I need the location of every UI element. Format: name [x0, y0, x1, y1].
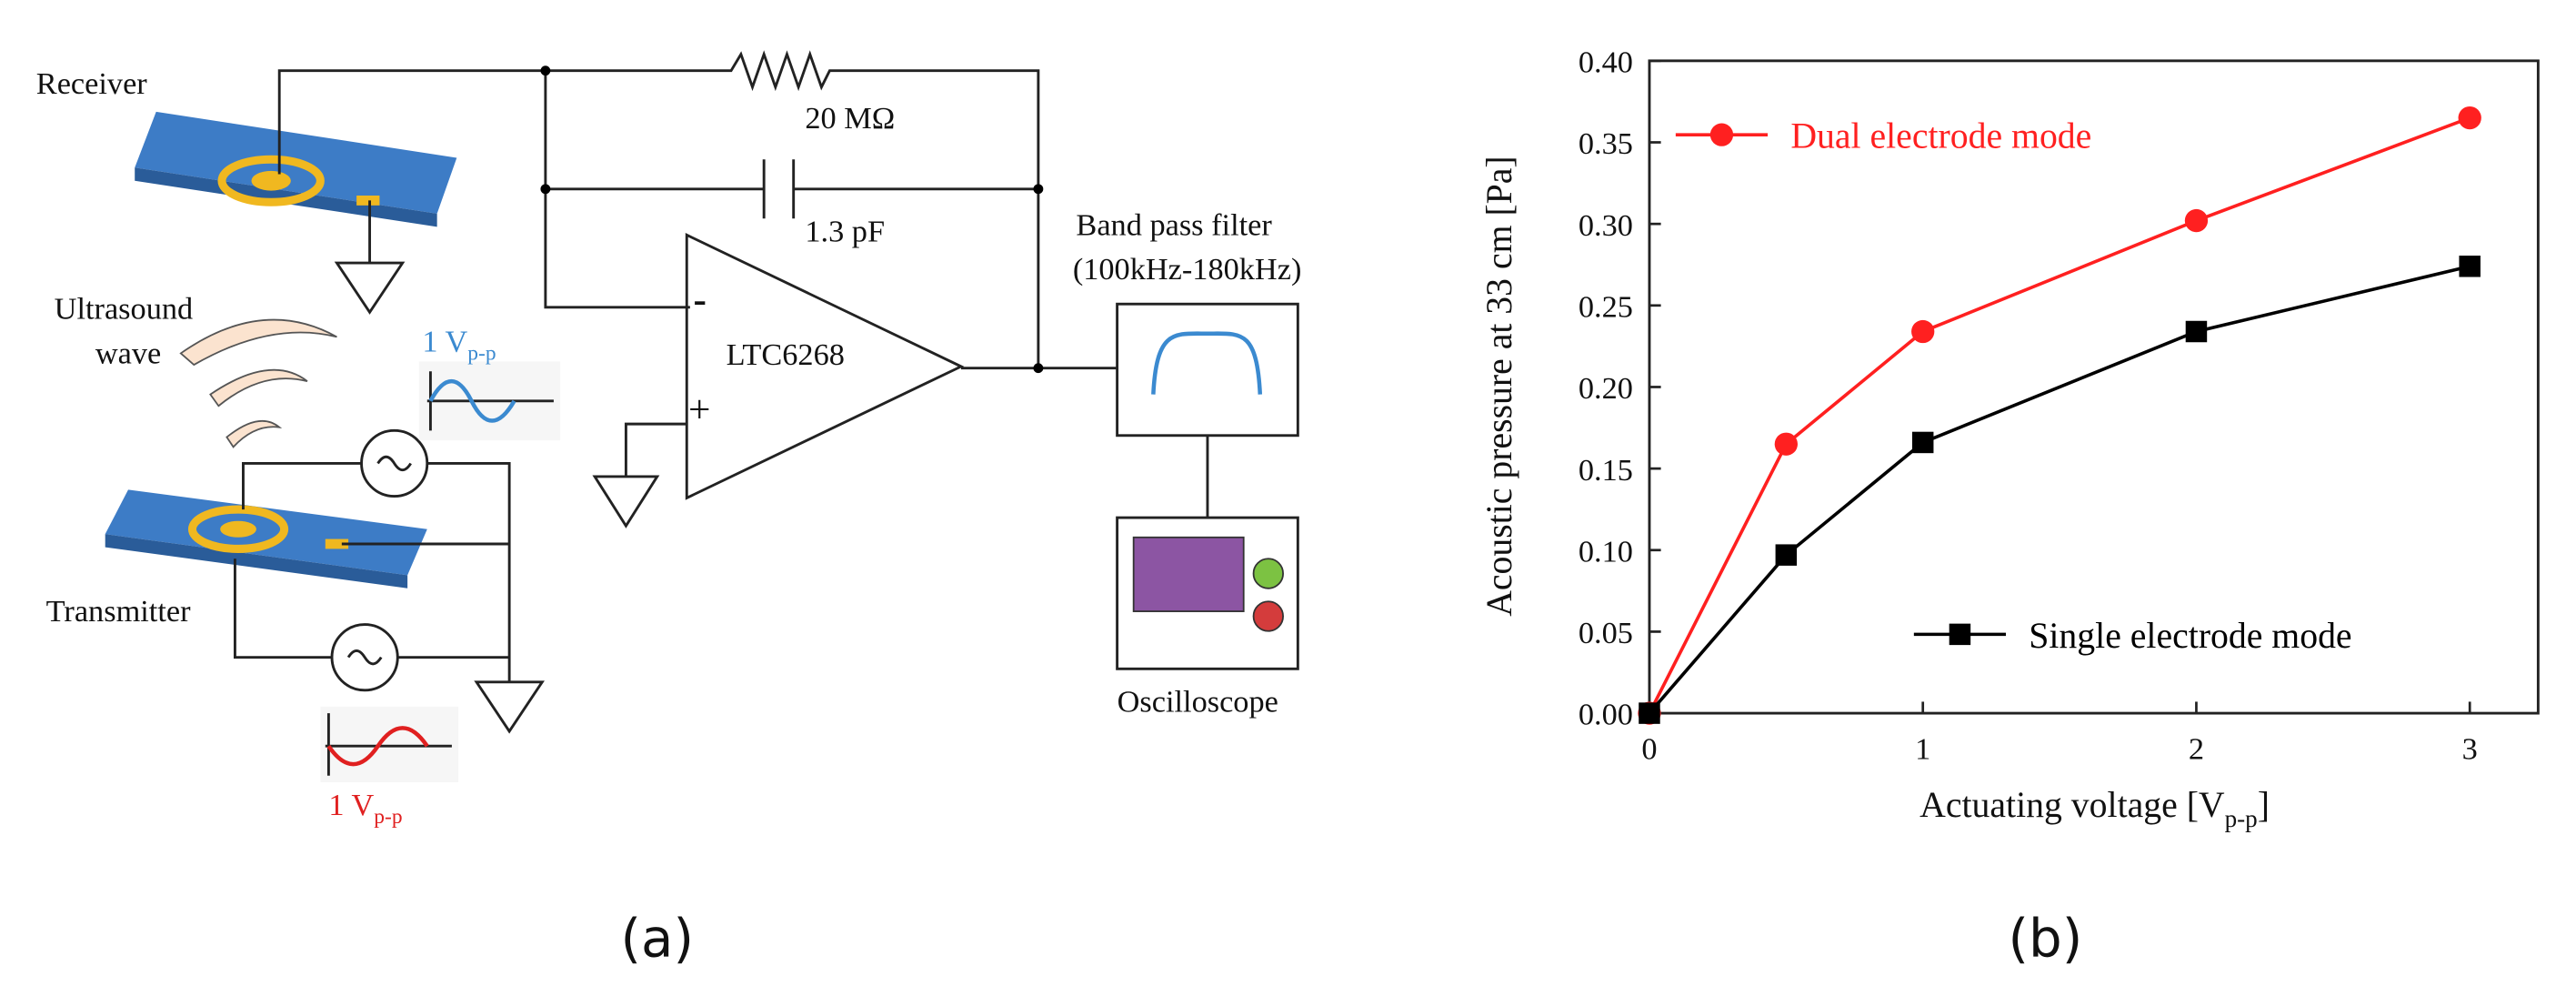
wire: [544, 70, 1038, 309]
signal-axes: [325, 713, 452, 776]
ac-symbol: [376, 455, 412, 472]
label: 1.3 pF: [805, 215, 885, 249]
x-label-end: ]: [2258, 785, 2270, 825]
marker: [1949, 623, 1971, 646]
label-main: 1 V: [422, 325, 467, 359]
x-tick-label: 3: [2462, 732, 2478, 767]
x-axis-label: Actuating voltage [Vp-p]: [1919, 785, 2270, 832]
label: LTC6268: [727, 337, 845, 372]
wave-arc: [179, 318, 337, 367]
legend-label: Single electrode mode: [2029, 616, 2351, 656]
label: wave: [95, 336, 161, 370]
label-sub: p-p: [467, 342, 496, 366]
y-tick-label: 0.25: [1579, 289, 1633, 324]
signal: [326, 726, 429, 767]
electrode: [356, 195, 380, 206]
y-tick-label: 0.20: [1579, 371, 1633, 406]
signal-box: [320, 706, 459, 782]
transmitter-chip: [105, 489, 427, 576]
ac-symbol: [346, 649, 383, 666]
node: [1033, 363, 1044, 374]
filter-curve: [1151, 331, 1263, 395]
op-amp: [685, 233, 965, 500]
x-tick-label: 2: [2189, 732, 2204, 767]
marker: [1911, 431, 1934, 454]
marker: [2458, 106, 2481, 130]
chart: (b) Actuating voltage [Vp-p] Acoustic pr…: [1479, 45, 2540, 969]
y-tick-label: 0.15: [1579, 453, 1633, 488]
oscilloscope-box: [1116, 516, 1299, 670]
ground: [334, 200, 406, 315]
label: Oscilloscope: [1118, 684, 1278, 719]
caption: (a): [620, 907, 694, 969]
x-label-main: Actuating voltage [V: [1919, 785, 2225, 825]
knob: [1252, 600, 1284, 632]
ac-source: [330, 623, 399, 692]
marker: [1911, 319, 1935, 344]
x-tick-label: 0: [1641, 732, 1657, 767]
wire: [233, 462, 545, 734]
marker: [1709, 123, 1734, 146]
node: [540, 65, 551, 76]
y-tick-label: 0.30: [1579, 208, 1633, 243]
marker: [1639, 702, 1660, 724]
marker: [2459, 256, 2481, 277]
wave-arc: [226, 420, 283, 448]
label: Receiver: [36, 66, 147, 101]
wire: [277, 50, 1040, 370]
circuit-diagram: Receiver 20 MΩ 1.3 pF Band pass filter (…: [36, 50, 1302, 969]
electrode: [220, 520, 256, 538]
label-sub: p-p: [374, 805, 402, 829]
label: 20 MΩ: [805, 101, 895, 136]
y-axis-label: Acoustic pressure at 33 cm [Pa]: [1479, 156, 1519, 616]
y-tick-label: 0.40: [1579, 45, 1633, 79]
marker: [2184, 208, 2209, 233]
wave-arc: [209, 368, 308, 407]
ac-source: [360, 428, 429, 498]
marker: [1775, 544, 1798, 566]
label: Ultrasound: [55, 291, 193, 326]
chip-edge: [105, 534, 408, 589]
node: [1033, 184, 1044, 195]
wire: [592, 367, 1118, 528]
label: Band pass filter: [1076, 207, 1272, 242]
y-tick-label: 0.10: [1579, 534, 1633, 568]
marker: [1774, 432, 1798, 456]
y-tick-label: 0.35: [1579, 126, 1633, 161]
y-tick-label: 0.00: [1579, 698, 1633, 732]
electrode: [251, 170, 291, 191]
label: 1 Vp-p: [422, 325, 496, 366]
knob: [1252, 558, 1284, 589]
x-tick-label: 1: [1915, 732, 1930, 767]
label: (100kHz-180kHz): [1073, 252, 1302, 287]
screen: [1132, 536, 1245, 612]
electrode: [325, 538, 349, 549]
x-label-sub: p-p: [2225, 805, 2258, 832]
signal: [428, 379, 516, 423]
legend-label: Dual electrode mode: [1790, 116, 2091, 156]
y-tick-label: 0.05: [1579, 616, 1633, 650]
label-main: 1 V: [328, 788, 374, 822]
caption: (b): [2008, 907, 2082, 969]
label: +: [688, 387, 710, 431]
electrode: [217, 155, 325, 206]
electrode: [187, 505, 289, 553]
node: [540, 184, 551, 195]
filter-box: [1116, 302, 1299, 438]
label: 1 Vp-p: [328, 788, 402, 829]
marker: [2185, 320, 2208, 343]
label: -: [693, 277, 706, 321]
label: Transmitter: [46, 594, 191, 629]
